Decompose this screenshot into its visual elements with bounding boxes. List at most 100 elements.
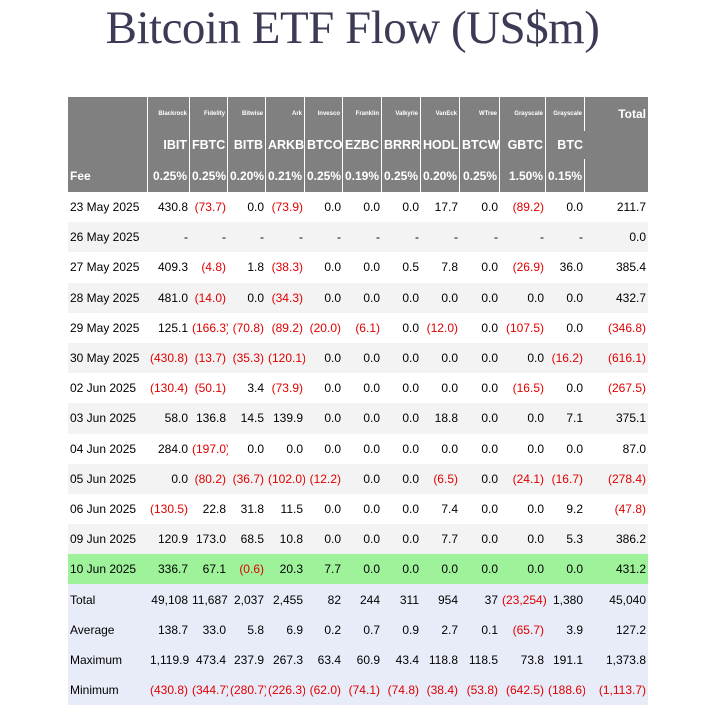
flow-value: 0.0 bbox=[343, 524, 382, 555]
fee-value: 0.25% bbox=[382, 159, 421, 192]
flow-value: 0.0 bbox=[481, 501, 498, 516]
flow-value: 0.0 bbox=[460, 282, 500, 313]
provider-label: Invesco bbox=[305, 97, 343, 131]
summary-value: (62.0) bbox=[305, 675, 343, 706]
flow-value: - bbox=[500, 222, 546, 253]
flow-value: 0.0 bbox=[527, 441, 544, 456]
flow-value: 67.1 bbox=[190, 554, 228, 585]
flow-value: 0.0 bbox=[481, 260, 498, 275]
flow-value: 0.0 bbox=[460, 342, 500, 374]
row-date: 06 Jun 2025 bbox=[70, 501, 137, 516]
flow-value: 0.0 bbox=[305, 342, 343, 374]
flow-value: (89.2) bbox=[271, 320, 303, 335]
row-total: 0.0 bbox=[585, 222, 648, 253]
summary-row: Average 138.7 33.0 5.8 6.9 0.2 0.7 0.9 2.7 0.1 (65… bbox=[68, 614, 648, 645]
flow-value: 0.0 bbox=[460, 554, 500, 585]
row-total: 432.7 bbox=[585, 282, 648, 313]
flow-value: 125.1 bbox=[157, 320, 188, 335]
flow-value: 0.5 bbox=[402, 260, 419, 275]
flow-value: (197.0) bbox=[192, 441, 228, 456]
flow-value: (50.1) bbox=[194, 381, 226, 396]
flow-value: 0.0 bbox=[247, 200, 264, 215]
flow-value: (73.7) bbox=[194, 200, 226, 215]
row-total: (47.8) bbox=[614, 501, 646, 516]
flow-value: 0.0 bbox=[228, 282, 266, 313]
flow-value: 0.0 bbox=[286, 441, 303, 456]
row-total: 431.2 bbox=[585, 554, 648, 585]
etf-flow-table: Blackrock Fidelity Bitwise Ark Invesco Frankl… bbox=[68, 97, 648, 706]
ticker-label: GBTC bbox=[500, 131, 546, 159]
provider-label: Fidelity bbox=[190, 97, 228, 131]
flow-value: 0.0 bbox=[566, 441, 583, 456]
flow-value: 0.0 bbox=[441, 441, 458, 456]
flow-value: 0.0 bbox=[305, 282, 343, 313]
flow-value: 68.5 bbox=[228, 524, 266, 555]
summary-value: 473.4 bbox=[190, 644, 228, 675]
summary-label: Total bbox=[68, 584, 148, 615]
summary-value: 60.9 bbox=[343, 644, 382, 675]
ticker-label: BTC bbox=[546, 131, 585, 159]
flow-value: 0.0 bbox=[460, 463, 500, 494]
summary-value: 5.8 bbox=[228, 614, 266, 645]
flow-value: 0.0 bbox=[402, 200, 419, 215]
flow-value: 0.0 bbox=[402, 320, 419, 335]
flow-value: 0.0 bbox=[481, 320, 498, 335]
flow-value: 0.0 bbox=[546, 554, 585, 585]
row-date: 09 Jun 2025 bbox=[68, 524, 148, 555]
summary-value: 0.9 bbox=[382, 614, 421, 645]
summary-value: (226.3) bbox=[266, 675, 305, 706]
flow-value: 0.0 bbox=[343, 463, 382, 494]
flow-value: 0.0 bbox=[566, 200, 583, 215]
flow-value: 0.0 bbox=[382, 282, 421, 313]
summary-value: (188.6) bbox=[546, 675, 585, 706]
row-date: 10 Jun 2025 bbox=[68, 554, 148, 585]
provider-label: VanEck bbox=[421, 97, 460, 131]
row-date: 26 May 2025 bbox=[68, 222, 148, 253]
flow-value: 0.0 bbox=[500, 342, 546, 374]
flow-row: 26 May 2025- - - - - - - - - - -0.0 bbox=[68, 222, 648, 253]
ticker-label: BTCW bbox=[460, 131, 500, 159]
summary-value: (53.8) bbox=[460, 675, 500, 706]
flow-value: (6.5) bbox=[421, 463, 460, 494]
flow-value: 0.0 bbox=[382, 524, 421, 555]
summary-row: Maximum 1,119.9 473.4 237.9 267.3 63.4 60.9 43.… bbox=[68, 644, 648, 675]
flow-value: 11.5 bbox=[280, 501, 303, 516]
flow-value: (130.5) bbox=[150, 501, 189, 516]
row-total: 211.7 bbox=[616, 200, 646, 215]
flow-value: (24.1) bbox=[500, 463, 546, 494]
summary-label: Average bbox=[68, 614, 148, 645]
flow-value: 0.0 bbox=[343, 282, 382, 313]
summary-value: 311 bbox=[382, 584, 421, 615]
summary-value: 237.9 bbox=[228, 644, 266, 675]
summary-value: 33.0 bbox=[190, 614, 228, 645]
fee-value: 0.25% bbox=[190, 159, 228, 192]
flow-value: - bbox=[190, 222, 228, 253]
flow-value: 0.0 bbox=[500, 554, 546, 585]
flow-value: 409.3 bbox=[157, 260, 188, 275]
flow-value: (16.2) bbox=[546, 342, 585, 374]
flow-value: 7.7 bbox=[305, 554, 343, 585]
ticker-label: HODL bbox=[421, 131, 460, 159]
flow-value: (0.6) bbox=[228, 554, 266, 585]
flow-row: 10 Jun 2025 336.7 67.1 (0.6) 20.3 7.7 0.0 0.0 0.… bbox=[68, 554, 648, 585]
flow-value: (120.1) bbox=[266, 342, 305, 374]
flow-value: - bbox=[460, 222, 500, 253]
flow-value: - bbox=[343, 222, 382, 253]
fee-value: 1.50% bbox=[500, 159, 546, 192]
flow-value: (102.0) bbox=[266, 463, 305, 494]
summary-value: 37 bbox=[460, 584, 500, 615]
fee-value: 0.25% bbox=[460, 159, 500, 192]
flow-value: (70.8) bbox=[232, 320, 264, 335]
flow-value: - bbox=[421, 222, 460, 253]
flow-row: 28 May 2025 481.0 (14.0) 0.0 (34.3) 0.0 0.0 0.0… bbox=[68, 282, 648, 313]
flow-value: - bbox=[546, 222, 585, 253]
summary-value: 244 bbox=[343, 584, 382, 615]
flow-value: 430.8 bbox=[157, 200, 188, 215]
flow-row: 30 May 2025 (430.8) (13.7) (35.3) (120.1) 0.0… bbox=[68, 342, 648, 374]
ticker-label: BITB bbox=[228, 131, 266, 159]
flow-value: 0.0 bbox=[363, 381, 380, 396]
flow-value: 481.0 bbox=[148, 282, 190, 313]
flow-value: (16.7) bbox=[546, 463, 585, 494]
row-total: (616.1) bbox=[585, 342, 648, 374]
summary-value: 0.7 bbox=[343, 614, 382, 645]
